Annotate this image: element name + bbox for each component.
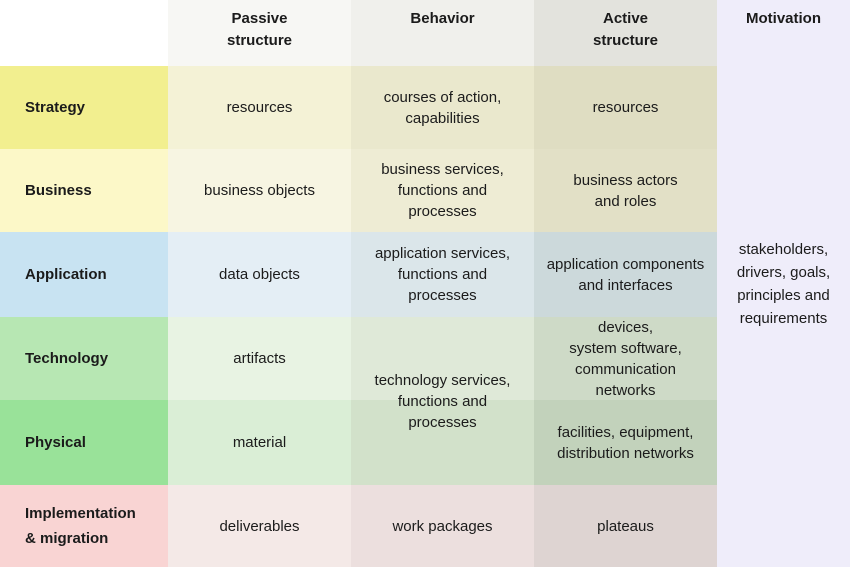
technology-behavior-background	[351, 317, 534, 400]
cell-implementation-passive: deliverables	[168, 485, 351, 567]
motivation-column: Motivation stakeholders, drivers, goals,…	[717, 0, 850, 567]
cell-strategy-passive: resources	[168, 66, 351, 149]
row-header-application: Application	[0, 232, 168, 317]
cell-strategy-behavior: courses of action, capabilities	[351, 66, 534, 149]
motivation-cell-text: stakeholders, drivers, goals, principles…	[736, 240, 831, 327]
column-header-active-structure: Active structure	[534, 0, 717, 66]
cell-application-behavior: application services, functions and proc…	[351, 232, 534, 317]
row-header-technology: Technology	[0, 317, 168, 400]
row-header-business: Business	[0, 149, 168, 232]
cell-application-active: application components and interfaces	[534, 232, 717, 317]
physical-behavior-background	[351, 400, 534, 485]
column-header-passive-structure: Passive structure	[168, 0, 351, 66]
cell-strategy-active: resources	[534, 66, 717, 149]
row-header-implementation-migration: Implementation & migration	[0, 485, 168, 567]
cell-business-behavior: business services, functions and process…	[351, 149, 534, 232]
cell-business-active: business actors and roles	[534, 149, 717, 232]
cell-technology-passive: artifacts	[168, 317, 351, 400]
column-header-motivation: Motivation	[746, 10, 821, 27]
cell-application-passive: data objects	[168, 232, 351, 317]
row-header-strategy: Strategy	[0, 66, 168, 149]
cell-implementation-behavior: work packages	[351, 485, 534, 567]
cell-business-passive: business objects	[168, 149, 351, 232]
cell-physical-active: facilities, equipment, distribution netw…	[534, 400, 717, 485]
cell-technology-physical-behavior-text: technology services, functions and proce…	[374, 371, 511, 431]
column-header-behavior: Behavior	[351, 0, 534, 66]
row-header-physical: Physical	[0, 400, 168, 485]
cell-physical-passive: material	[168, 400, 351, 485]
cell-technology-physical-behavior: technology services, functions and proce…	[351, 317, 534, 485]
cell-implementation-active: plateaus	[534, 485, 717, 567]
cell-technology-active: devices, system software, communication …	[534, 317, 717, 400]
corner-cell	[0, 0, 168, 66]
